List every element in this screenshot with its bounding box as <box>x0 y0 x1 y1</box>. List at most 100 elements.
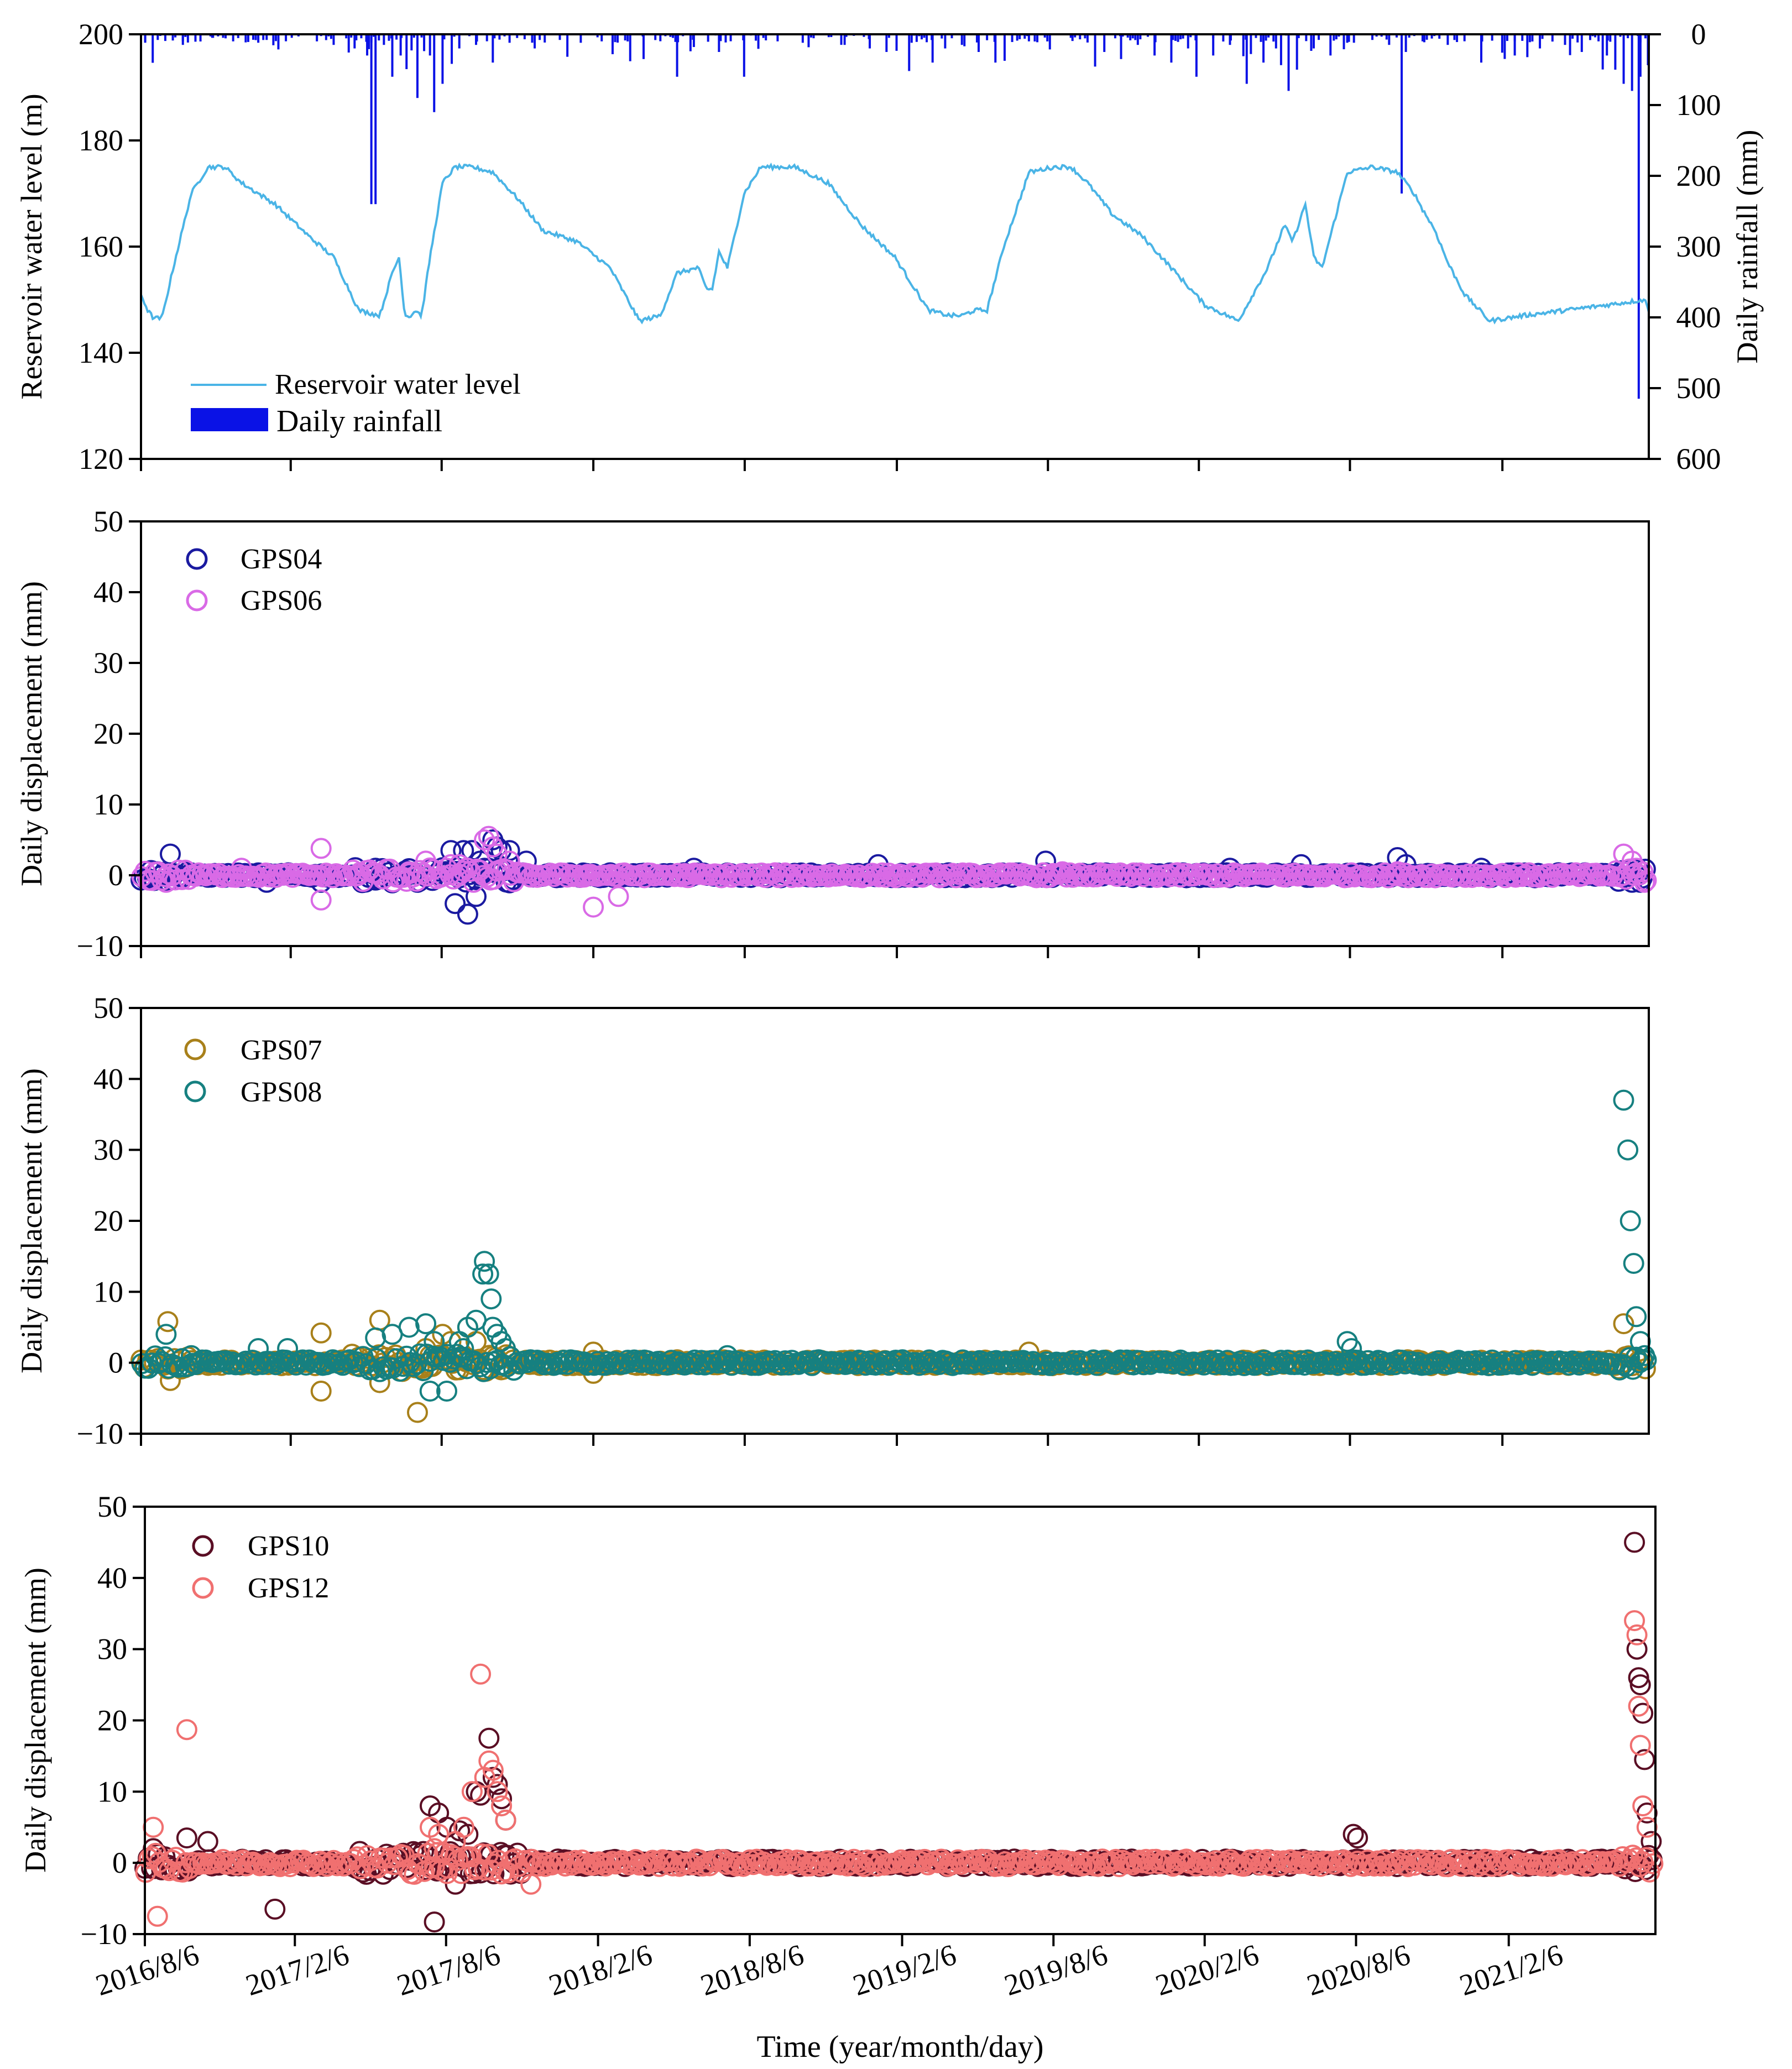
rainfall-bar <box>1265 34 1267 41</box>
rainfall-bar <box>224 34 227 39</box>
gps04-gps06-x-ticks <box>140 946 1504 958</box>
gps12-point <box>300 1853 321 1875</box>
rainfall-bar <box>325 34 327 40</box>
gps12-point <box>1132 1852 1153 1873</box>
gps12-point <box>527 1855 549 1877</box>
gps12-point <box>776 1849 798 1870</box>
rainfall-bar <box>869 34 871 49</box>
gps08-point <box>1133 1354 1154 1376</box>
legend-marker-gps10 <box>192 1535 214 1557</box>
rainfall-bar <box>222 34 224 38</box>
gps12-point <box>1232 1856 1254 1877</box>
rainfall-bar <box>810 34 812 38</box>
gps06-point <box>262 864 283 885</box>
gps12-point <box>226 1854 247 1876</box>
gps08-point <box>148 1352 169 1374</box>
gps12-point <box>608 1852 630 1873</box>
gps12-point <box>1585 1851 1607 1872</box>
gps12-point <box>470 1663 492 1685</box>
gps06-point <box>1385 865 1406 886</box>
rainfall-bar <box>659 34 662 41</box>
rainfall-bar <box>1103 34 1106 52</box>
rainfall-bar <box>211 34 213 38</box>
gps12-point <box>279 1856 301 1878</box>
gps12-point <box>890 1849 912 1871</box>
rainfall-bar <box>1086 34 1089 43</box>
rainfall-bar <box>247 34 249 42</box>
rainfall-bar <box>252 34 255 40</box>
rainfall-bar <box>729 34 732 41</box>
gps08-point <box>1260 1352 1282 1373</box>
y-tick-label-2: 10 <box>97 1775 127 1808</box>
gps07-point <box>310 1381 332 1402</box>
rainfall-bar <box>654 34 657 40</box>
gps08-point <box>1555 1351 1576 1373</box>
rainfall-bar <box>181 34 184 45</box>
gps12-point <box>417 1843 438 1864</box>
rainfall-bar <box>669 34 672 37</box>
gps04-point <box>1035 850 1057 872</box>
rainfall-bar <box>757 34 760 49</box>
rainfall-bar <box>244 34 247 43</box>
rainfall-bar <box>1528 34 1531 43</box>
gps08-point <box>235 1350 257 1372</box>
gps08-point <box>1180 1354 1201 1375</box>
gps06-point <box>1143 864 1164 886</box>
rainfall-bar <box>410 34 413 51</box>
gps06-point <box>875 866 896 888</box>
rainfall-bar <box>1329 34 1332 56</box>
rainfall-bar <box>420 34 423 38</box>
y-tick-label-5: 40 <box>97 1561 127 1595</box>
rainfall-bar <box>1627 34 1629 39</box>
gps06-point <box>523 864 545 886</box>
legend-label-rainfall: Daily rainfall <box>276 404 442 438</box>
rainfall-bar <box>1597 34 1600 41</box>
rainfall-bar <box>1453 34 1456 40</box>
gps08-point <box>1200 1350 1221 1372</box>
gps08-point <box>955 1354 977 1375</box>
gps06-point <box>158 863 179 885</box>
gps12-point <box>1297 1850 1318 1872</box>
rainfall-bar <box>1342 34 1345 50</box>
gps08-point <box>915 1352 937 1373</box>
rainfall-bar <box>265 34 268 40</box>
rainfall-bar <box>1245 34 1248 84</box>
gps08-point <box>1287 1354 1309 1375</box>
rainfall-bar <box>412 34 415 38</box>
rainfall-bar <box>374 34 377 205</box>
gps07-gps08-y-ticks: −10 0 10 20 30 40 50 <box>77 991 141 1450</box>
gps08-point <box>1585 1351 1607 1372</box>
gps08-point <box>332 1355 354 1376</box>
legend-marker-gps08 <box>184 1080 206 1103</box>
gps12-point <box>1283 1853 1304 1874</box>
gps12-point <box>618 1854 640 1875</box>
gps06-point <box>180 865 202 886</box>
rainfall-bar <box>1513 34 1516 56</box>
gps08-point <box>1617 1139 1639 1161</box>
gps04-gps06-y-ticks: −10 0 10 20 30 40 50 <box>77 505 141 963</box>
gps08-point <box>292 1349 314 1371</box>
legend-label-gps04: GPS04 <box>241 544 322 575</box>
rainfall-bar <box>1404 34 1407 52</box>
gps08-point <box>1619 1210 1641 1231</box>
gps08-point <box>1565 1352 1587 1373</box>
rainfall-bar <box>885 34 888 52</box>
gps12-point <box>944 1853 965 1875</box>
gps12-point <box>1129 1849 1150 1871</box>
gps12-point <box>436 1863 458 1884</box>
gps08-point <box>1535 1351 1556 1372</box>
gps12-point <box>1300 1854 1321 1875</box>
rainfall-bar <box>1114 34 1116 39</box>
water-rainfall-x-ticks <box>140 459 1504 471</box>
gps08-point <box>801 1355 823 1376</box>
rainfall-bar <box>1120 34 1122 59</box>
rainfall-bar <box>1131 34 1134 39</box>
rainfall-bar <box>1079 34 1082 40</box>
rainfall-bar <box>994 34 997 63</box>
y-tick-label-3: 180 <box>79 124 123 157</box>
gps12-point <box>176 1719 197 1741</box>
gps12-point <box>1028 1850 1049 1872</box>
gps12-point <box>1062 1851 1083 1872</box>
rainfall-bar <box>1069 34 1072 38</box>
